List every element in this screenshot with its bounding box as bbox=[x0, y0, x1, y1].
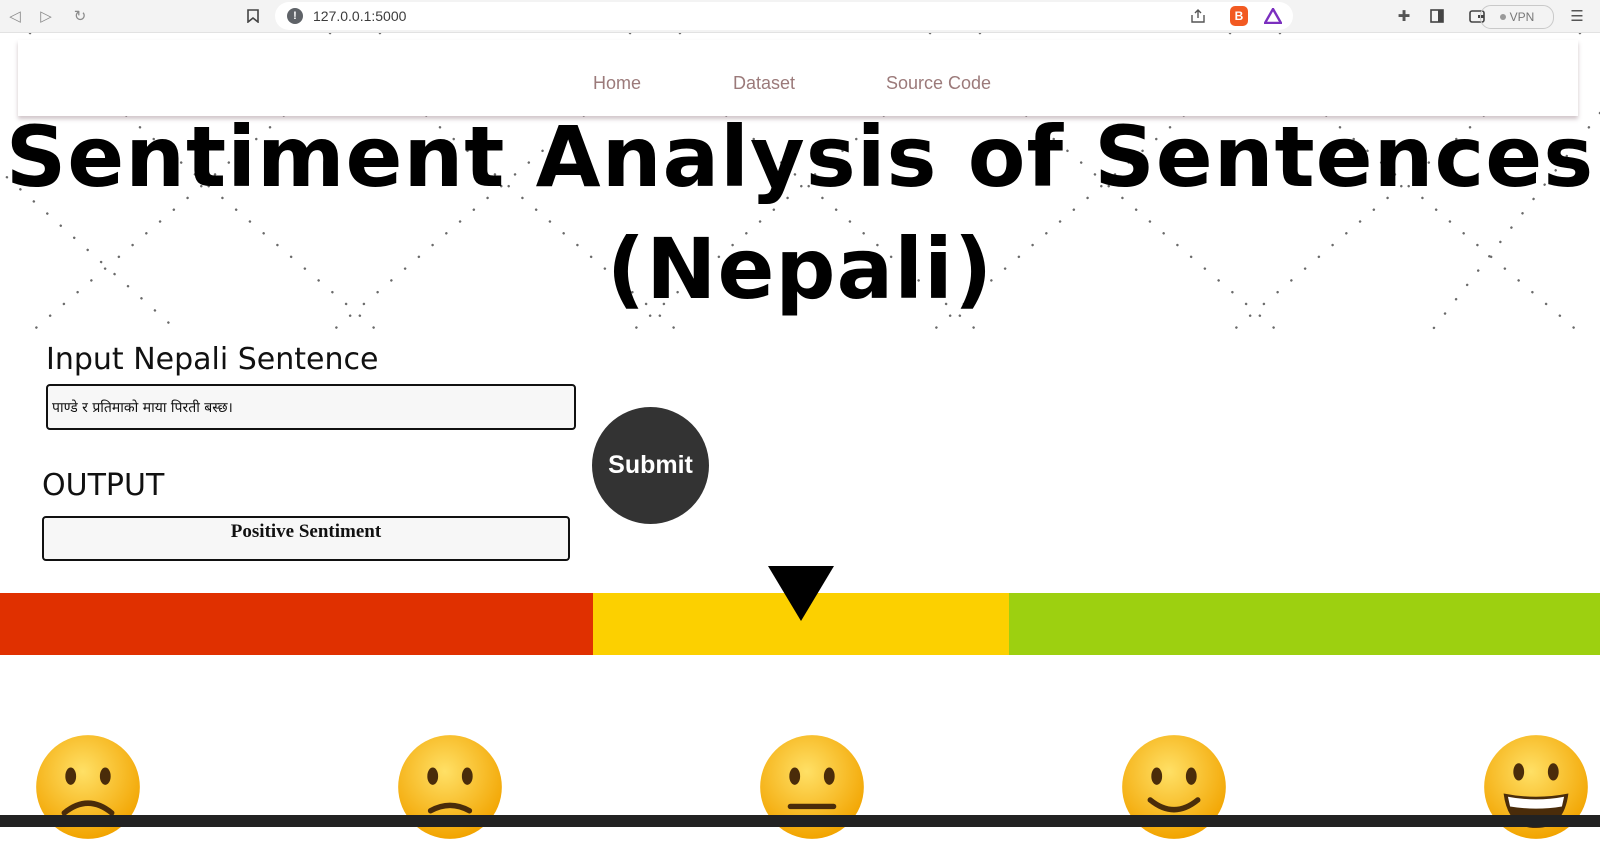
nav-dataset-link[interactable]: Dataset bbox=[733, 73, 796, 93]
vpn-label: VPN bbox=[1509, 10, 1535, 24]
sidebar-icon[interactable] bbox=[1426, 5, 1448, 27]
bookmark-icon[interactable] bbox=[242, 5, 264, 27]
page-title: Sentiment Analysis of Sentences bbox=[5, 108, 1595, 206]
meter-negative-segment bbox=[0, 593, 593, 655]
brave-rewards-icon[interactable] bbox=[1262, 5, 1284, 27]
taskbar-strip bbox=[0, 815, 1600, 827]
vpn-status-dot bbox=[1499, 14, 1506, 20]
meter-positive-segment bbox=[1009, 593, 1600, 655]
site-info-icon[interactable]: ! bbox=[287, 8, 303, 24]
share-icon[interactable] bbox=[1187, 5, 1209, 27]
sentiment-meter bbox=[0, 593, 1600, 655]
neutral-face-icon bbox=[760, 735, 864, 839]
back-icon[interactable]: ◁ bbox=[9, 8, 21, 25]
submit-button[interactable]: Submit bbox=[592, 407, 709, 524]
output-result: Positive Sentiment bbox=[42, 516, 570, 561]
sad-face-icon bbox=[36, 735, 140, 839]
extensions-icon[interactable]: ✚ bbox=[1397, 8, 1411, 25]
vpn-button[interactable]: VPN bbox=[1480, 5, 1554, 29]
browser-toolbar: ◁ ▷ ↻ ! 127.0.0.1:5000 B ✚ VPN ☰ bbox=[0, 0, 1600, 33]
reload-icon[interactable]: ↻ bbox=[73, 8, 87, 25]
meter-pointer-icon bbox=[768, 566, 834, 621]
input-label: Input Nepali Sentence bbox=[46, 342, 379, 377]
slightly-smiling-face-icon bbox=[1122, 735, 1226, 839]
output-label: OUTPUT bbox=[42, 468, 165, 503]
forward-icon[interactable]: ▷ bbox=[40, 8, 52, 25]
page-title-language: (Nepali) bbox=[606, 220, 994, 318]
url-text: 127.0.0.1:5000 bbox=[313, 8, 407, 24]
site-navbar: Home Dataset Source Code bbox=[18, 40, 1578, 116]
frowning-face-icon bbox=[398, 735, 502, 839]
nav-home-link[interactable]: Home bbox=[593, 73, 642, 93]
sentence-input[interactable]: पाण्डे र प्रतिमाको माया पिरती बस्छ। bbox=[46, 384, 576, 430]
menu-icon[interactable]: ☰ bbox=[1570, 8, 1584, 25]
address-bar[interactable]: ! 127.0.0.1:5000 bbox=[275, 2, 1293, 30]
brave-shields-icon[interactable]: B bbox=[1230, 6, 1248, 26]
wallet-icon[interactable] bbox=[1466, 5, 1488, 27]
nav-source-code-link[interactable]: Source Code bbox=[886, 73, 992, 93]
